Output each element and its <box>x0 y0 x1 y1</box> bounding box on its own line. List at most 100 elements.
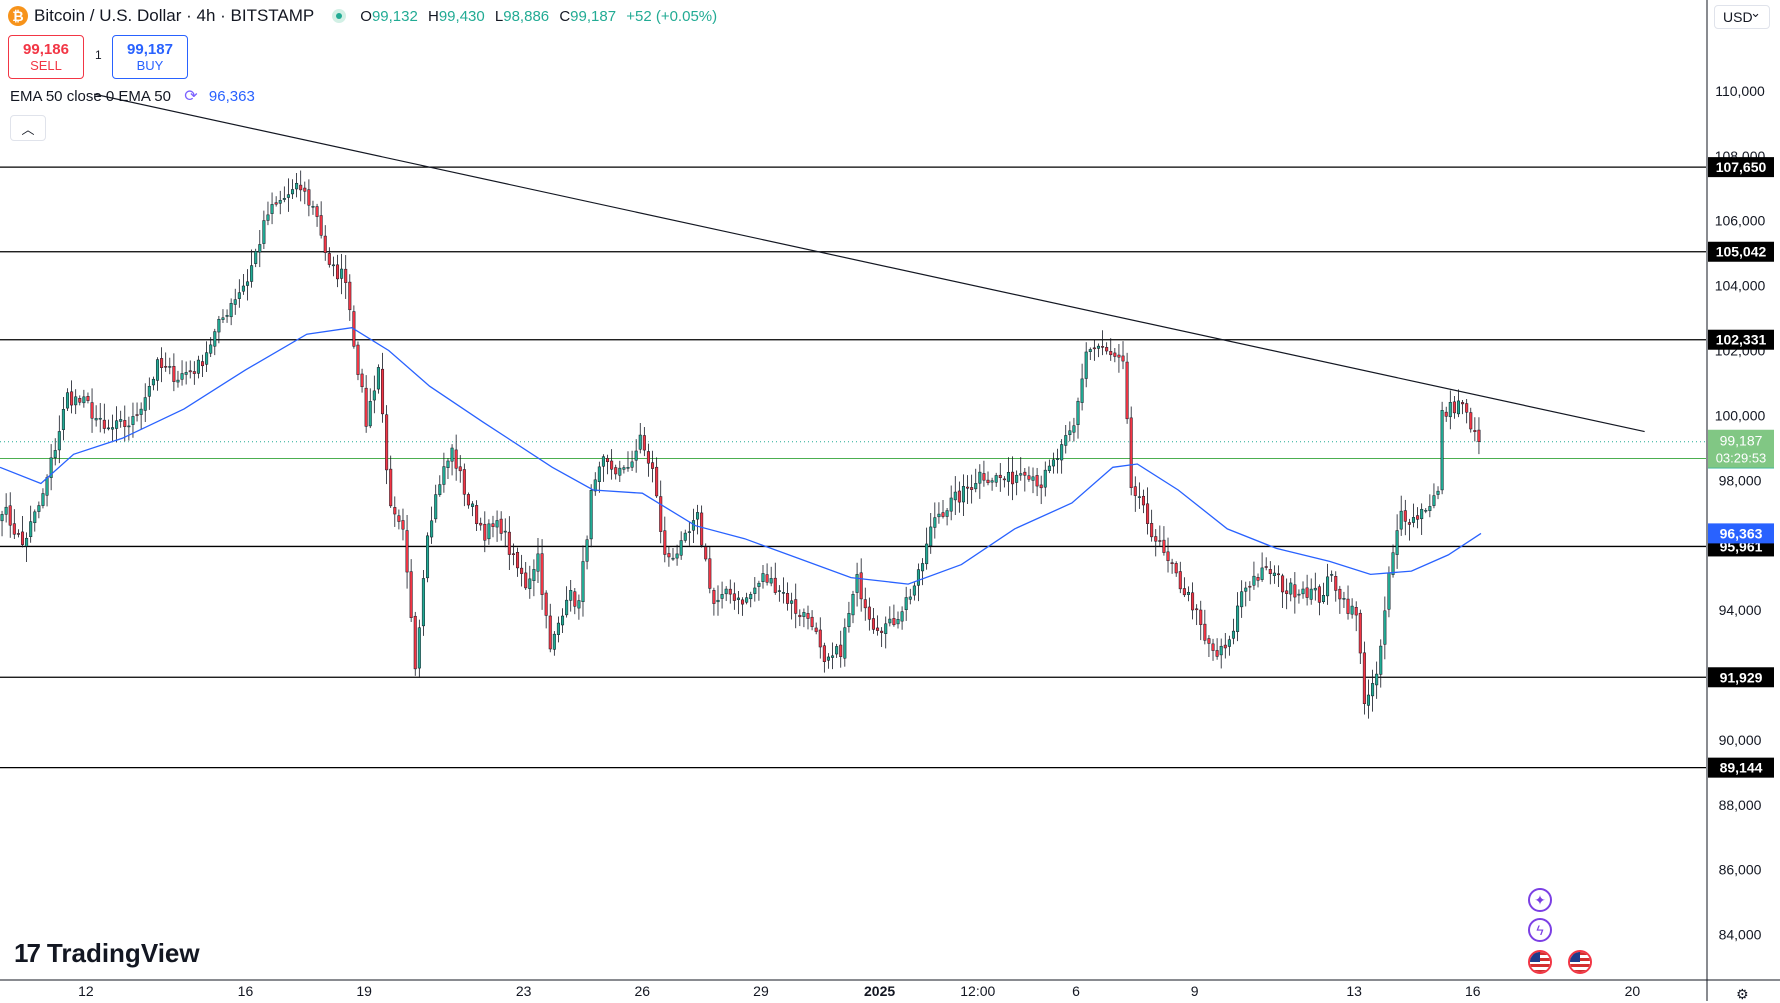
candle-body <box>74 396 78 406</box>
candle-down <box>1199 600 1203 641</box>
tradingview-logo[interactable]: 17 TradingView <box>14 938 200 969</box>
candle-body <box>123 420 127 427</box>
candle-up <box>421 569 425 636</box>
candle-down <box>200 354 205 378</box>
candle-down <box>1195 604 1199 626</box>
candle-up <box>720 581 724 609</box>
candle-up <box>184 361 188 385</box>
candle-body <box>1002 478 1006 481</box>
candle-body <box>716 599 720 603</box>
candle-body <box>131 416 135 425</box>
candle-body <box>1011 471 1015 485</box>
candle-up <box>593 472 597 496</box>
candle-body <box>1240 591 1244 608</box>
candle-body <box>70 391 74 406</box>
candle-up <box>1068 421 1072 442</box>
candle-up <box>176 370 180 388</box>
candle-down <box>1477 417 1481 455</box>
candle-down <box>1416 507 1420 529</box>
x-tick-label: 12:00 <box>960 983 995 999</box>
candle-up <box>446 458 450 479</box>
candle-up <box>53 438 57 466</box>
candle-body <box>90 402 94 419</box>
candle-body <box>1424 510 1428 512</box>
candle-body <box>290 189 295 195</box>
candle-body <box>581 561 585 603</box>
candle-up <box>802 608 806 628</box>
buy-button[interactable]: 99,187 BUY <box>112 35 188 79</box>
candle-body <box>794 599 798 614</box>
indicator-legend[interactable]: EMA 50 close 0 EMA 50 ⟳ 96,363 <box>10 86 255 106</box>
candle-up <box>1301 581 1305 599</box>
candle-body <box>49 457 53 478</box>
candle-down <box>1444 406 1448 422</box>
candle-up <box>994 472 998 487</box>
candle-up <box>1088 347 1092 361</box>
candle-body <box>593 479 597 492</box>
candle-down <box>462 463 466 507</box>
currency-select[interactable]: USD <box>1714 5 1770 29</box>
candle-body <box>937 513 941 518</box>
candle-up <box>618 460 622 482</box>
candle-body <box>569 590 573 601</box>
candle-up <box>990 477 994 491</box>
candle-up <box>1326 563 1330 605</box>
candle-body <box>1342 598 1346 600</box>
symbol-header[interactable]: ₿ Bitcoin / U.S. Dollar · 4h · BITSTAMP … <box>0 0 723 32</box>
candle-down <box>966 475 970 504</box>
candle-down <box>454 434 458 481</box>
candle-body <box>1227 639 1231 647</box>
candle-body <box>405 530 409 573</box>
symbol-title[interactable]: Bitcoin / U.S. Dollar · 4h · BITSTAMP <box>34 6 315 25</box>
candle-body <box>1469 412 1473 430</box>
candle-down <box>102 403 106 434</box>
candle-body <box>1334 576 1338 591</box>
candle-body <box>876 627 880 631</box>
candle-body <box>720 594 724 599</box>
candle-down <box>1154 529 1158 557</box>
candle-body <box>700 512 704 546</box>
candle-body <box>303 187 307 192</box>
candle-up <box>417 619 421 677</box>
candle-body <box>773 577 777 593</box>
candle-down <box>1276 565 1280 588</box>
collapse-legend-button[interactable]: ︿ <box>10 115 46 141</box>
us-flag-event-icon[interactable] <box>1568 950 1592 974</box>
us-flag-event-icon[interactable] <box>1528 950 1552 974</box>
candle-body <box>532 569 536 581</box>
candle-up <box>221 309 225 324</box>
candle-up <box>916 563 920 602</box>
candle-down <box>998 463 1002 492</box>
candle-body <box>1465 403 1469 413</box>
candle-body <box>1317 586 1321 603</box>
candle-down <box>1346 585 1350 620</box>
sell-price: 99,186 <box>23 41 69 58</box>
candle-down <box>491 515 495 538</box>
candle-body <box>908 596 912 600</box>
candle-body <box>409 571 413 618</box>
x-tick-label: 13 <box>1346 983 1362 999</box>
sparkle-icon[interactable]: ✦ <box>1528 888 1552 912</box>
candle-up <box>683 529 687 543</box>
low-key: L <box>494 7 504 25</box>
candle-body <box>229 303 233 318</box>
candle-body <box>687 531 691 533</box>
candle-body <box>127 425 131 428</box>
candle-body <box>929 526 933 547</box>
sell-button[interactable]: 99,186 SELL <box>8 35 84 79</box>
candle-up <box>237 279 241 308</box>
candle-body <box>1072 425 1076 433</box>
candle-body <box>1436 490 1440 495</box>
candle-body <box>867 606 871 620</box>
tradingview-mark-icon: 17 <box>14 938 41 968</box>
candle-body <box>1281 575 1285 593</box>
settings-icon[interactable]: ⚙ <box>1736 986 1749 1002</box>
spread-value: 1 <box>95 48 102 62</box>
candle-up <box>630 450 634 472</box>
candle-body <box>925 543 929 565</box>
candle-body <box>577 600 581 609</box>
candle-down <box>814 622 818 635</box>
candle-body <box>1244 587 1248 592</box>
lightning-icon[interactable]: ϟ <box>1528 918 1552 942</box>
